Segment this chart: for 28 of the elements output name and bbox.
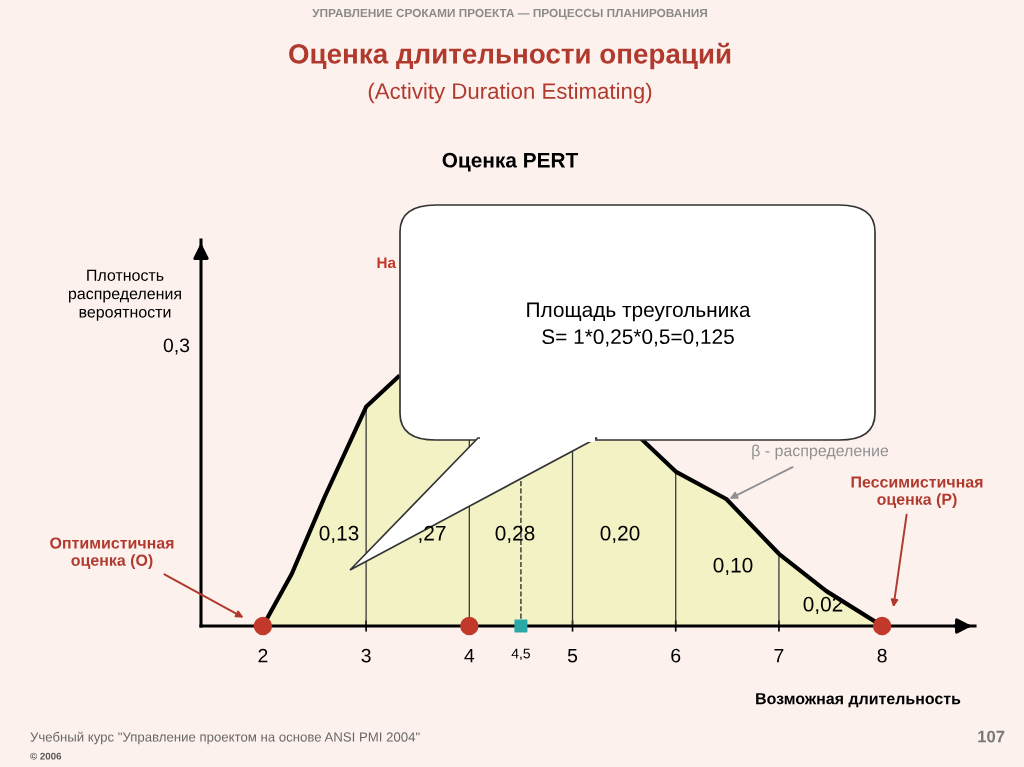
x-tick-label: 4,5	[511, 648, 530, 661]
text: На	[377, 257, 397, 269]
x-tick-label: 2	[258, 648, 268, 663]
x-tick-label: 5	[567, 648, 578, 663]
x-tick-label: 4	[464, 648, 475, 663]
text: Учебный курс "Управление проектом на основе ANSI PMI 2004"	[30, 731, 420, 745]
annotation: β - распределение	[752, 444, 889, 460]
text: Оптимистичная оценка (O)	[50, 537, 174, 570]
text: Оценка PERT	[442, 152, 579, 172]
text: 107	[978, 730, 1005, 743]
text: © 2006	[30, 752, 62, 760]
x-axis-title: Возможная длительность	[756, 693, 961, 708]
annotation: 0,28	[495, 525, 535, 544]
text: Площадь треугольника S= 1*0,25*0,5=0,125	[527, 302, 751, 347]
chart-title: Оценка длительности операций	[289, 42, 731, 70]
x-tick-label: 3	[361, 648, 371, 663]
annotation: ,27	[419, 525, 446, 544]
annotation: Пессимистичная оценка (P)	[851, 476, 983, 509]
annotation: 0,10	[713, 557, 753, 576]
text: 0,3	[163, 338, 190, 355]
x-tick-label: 7	[774, 648, 784, 663]
x-tick-label: 6	[671, 648, 681, 663]
annotation: 0,20	[600, 525, 640, 544]
x-tick-label: 8	[877, 648, 887, 663]
annotation: 0,13	[319, 525, 359, 544]
chart-subtitle: (Activity Duration Estimating)	[368, 82, 652, 104]
y-axis-title: Плотность распределения вероятности	[69, 269, 181, 321]
text: УПРАВЛЕНИЕ СРОКАМИ ПРОЕКТА — ПРОЦЕССЫ ПЛАНИРОВАНИЯ	[312, 8, 707, 20]
